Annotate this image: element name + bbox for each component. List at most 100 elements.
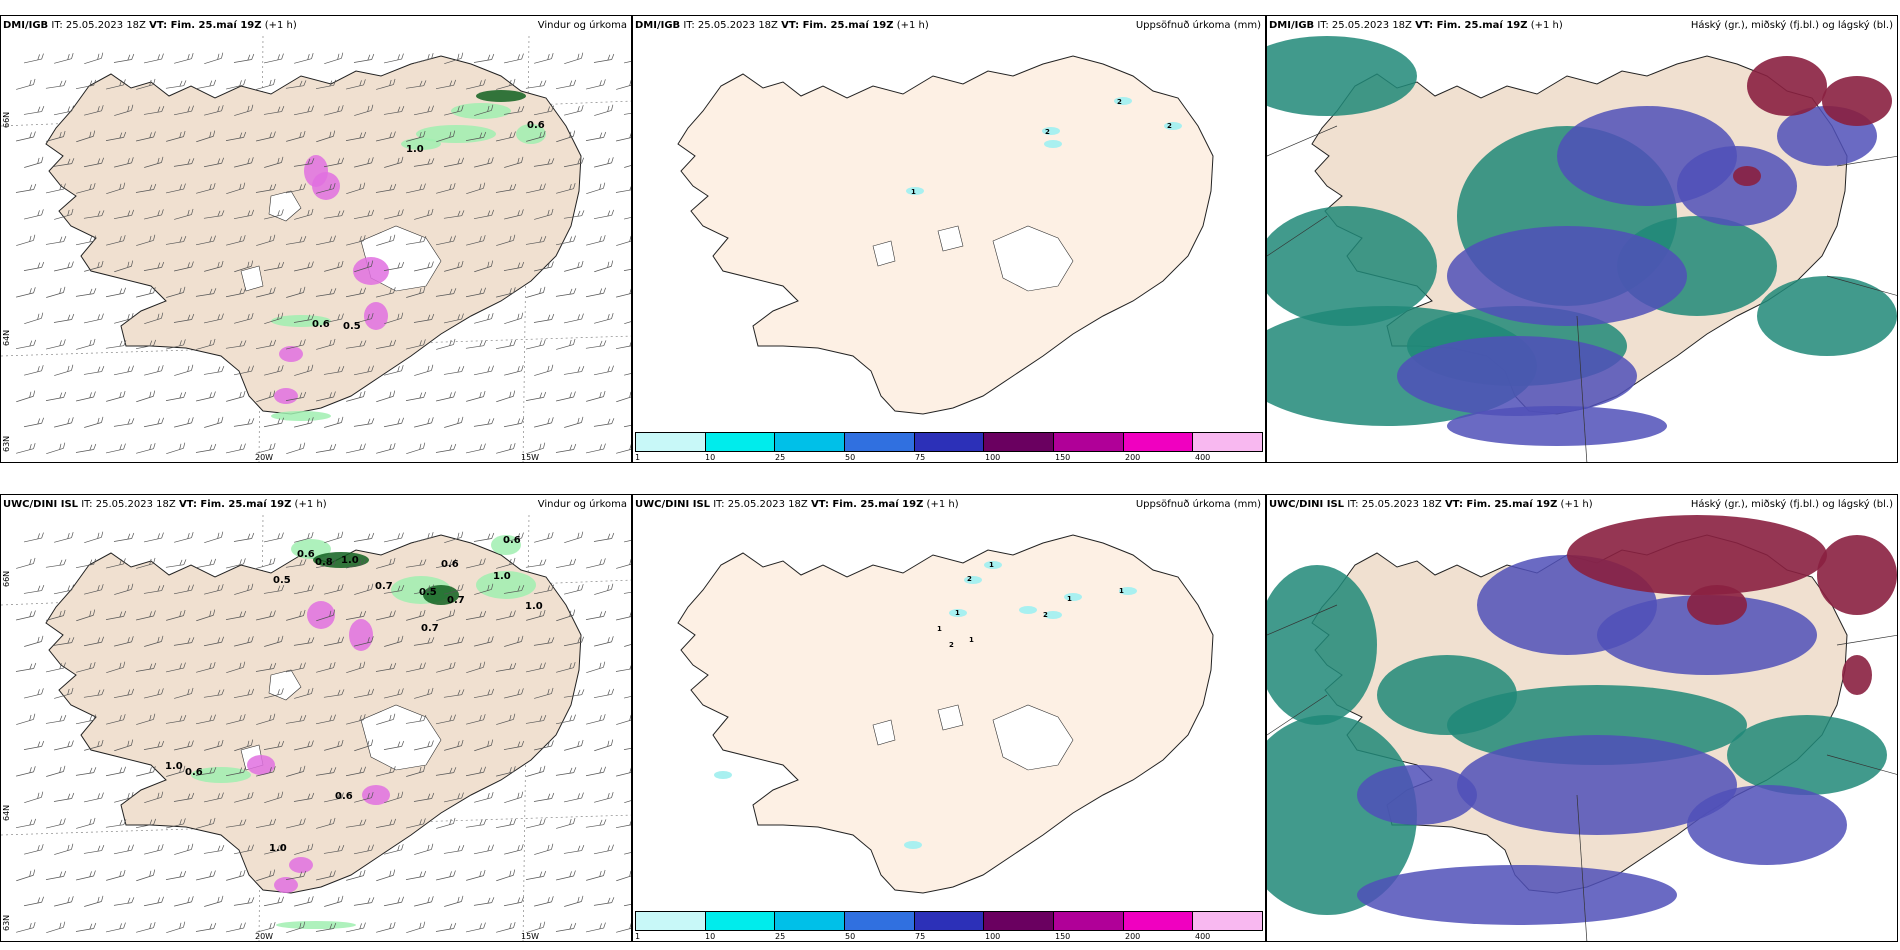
wind-barb (594, 583, 614, 595)
barb-shaft (16, 448, 34, 454)
barb-shaft (105, 292, 124, 298)
precip-value-label: 0.5 (343, 321, 361, 332)
barb-flag (119, 340, 123, 347)
wind-barb (143, 417, 164, 428)
wind-barb (473, 209, 495, 220)
barb-flag (277, 157, 280, 164)
barb-shaft (444, 110, 462, 116)
barb-shaft (105, 927, 124, 933)
barb-flag (59, 340, 62, 346)
barb-flag (427, 314, 431, 321)
barb-shaft (53, 642, 72, 646)
wind-barb (615, 132, 631, 142)
barb-shaft (383, 111, 402, 115)
wind-barb (114, 313, 134, 324)
barb-shaft (143, 111, 162, 115)
barb-shaft (293, 266, 312, 272)
precip-area (289, 857, 313, 873)
barb-flag (243, 340, 247, 346)
barb-flag (67, 585, 70, 592)
barb-flag (517, 533, 520, 540)
barb-shaft (526, 292, 544, 298)
barb-flag (281, 844, 284, 850)
barb-shaft (585, 345, 604, 349)
wind-barb (114, 636, 134, 647)
barb-shaft (414, 370, 432, 376)
barb-shaft (135, 615, 154, 621)
barb-shaft (105, 616, 124, 620)
barb-flag (277, 418, 281, 425)
barb-flag (179, 766, 182, 773)
barb-shaft (616, 292, 631, 298)
wind-barb (226, 182, 246, 195)
barb-flag (547, 365, 550, 372)
barb-flag (307, 54, 310, 60)
barb-flag (329, 923, 333, 930)
barb-flag (393, 183, 397, 190)
barb-flag (63, 339, 66, 346)
wind-barb (174, 843, 194, 855)
barb-shaft (533, 589, 552, 595)
barb-flag (251, 792, 254, 798)
map-layer (677, 534, 1214, 894)
barb-flag (611, 792, 614, 798)
barb-flag (371, 104, 374, 111)
wind-barb (586, 869, 606, 881)
wind-barb (196, 817, 216, 829)
wind-barb (503, 585, 525, 594)
barb-flag (483, 869, 486, 876)
wind-barb (203, 845, 225, 854)
barb-flag (37, 418, 41, 425)
barb-flag (307, 741, 310, 748)
wind-barb (54, 896, 74, 907)
wind-barb (525, 715, 547, 724)
barb-flag (577, 261, 580, 268)
barb-shaft (555, 563, 574, 569)
wind-barb (354, 636, 374, 647)
barb-flag (29, 611, 32, 618)
barb-flag (389, 444, 392, 450)
barb-shaft (143, 537, 162, 543)
wind-barb (136, 922, 156, 933)
barb-shaft (45, 85, 64, 89)
wind-barb (533, 105, 554, 116)
barb-shaft (23, 901, 42, 907)
barb-flag (547, 209, 550, 216)
wind-barb (75, 767, 97, 776)
wind-barb (15, 183, 37, 193)
barb-flag (119, 288, 123, 295)
barb-flag (449, 871, 452, 878)
colorbar-swatch (914, 433, 985, 451)
wind-barb (195, 922, 217, 932)
wind-barb (495, 662, 517, 672)
barb-flag (427, 365, 430, 372)
barb-flag (71, 637, 75, 643)
barb-flag (573, 558, 577, 565)
barb-shaft (45, 876, 64, 880)
wind-barb (23, 106, 45, 115)
barb-flag (131, 532, 135, 539)
colorbar-swatch (1123, 912, 1194, 930)
precip-value-label: 0.7 (447, 595, 465, 606)
valid-time: VT: Fim. 25.maí 19Z (149, 20, 262, 31)
barb-flag (333, 767, 337, 773)
barb-flag (281, 585, 285, 591)
barb-shaft (594, 797, 612, 803)
barb-shaft (414, 214, 432, 220)
barb-shaft (585, 616, 604, 620)
barb-shaft (204, 266, 222, 272)
wind-barb (143, 585, 165, 594)
wind-barb (585, 610, 607, 620)
barb-shaft (225, 771, 244, 777)
barb-shaft (136, 448, 154, 454)
barb-shaft (286, 615, 304, 621)
barb-shaft (15, 615, 34, 621)
barb-flag (273, 443, 276, 449)
wind-barb (616, 870, 631, 882)
barb-flag (521, 585, 525, 591)
barb-flag (247, 689, 251, 696)
colorbar-tick-label: 75 (915, 453, 926, 462)
barb-flag (221, 105, 224, 111)
barb-flag (457, 314, 460, 321)
barb-flag (247, 210, 251, 217)
